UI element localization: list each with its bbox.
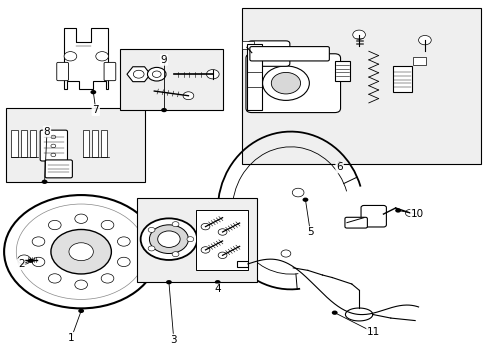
Circle shape	[48, 220, 61, 230]
Polygon shape	[64, 28, 108, 89]
Circle shape	[18, 255, 30, 264]
Circle shape	[148, 246, 155, 251]
FancyBboxPatch shape	[344, 217, 366, 228]
Circle shape	[201, 247, 209, 253]
Circle shape	[257, 47, 275, 60]
Circle shape	[262, 66, 309, 100]
Circle shape	[149, 225, 188, 253]
Circle shape	[101, 274, 114, 283]
FancyBboxPatch shape	[104, 62, 116, 81]
Circle shape	[281, 250, 290, 257]
FancyBboxPatch shape	[195, 210, 248, 270]
FancyBboxPatch shape	[11, 130, 18, 157]
Circle shape	[133, 70, 144, 78]
Text: 9: 9	[161, 55, 167, 65]
Circle shape	[352, 30, 365, 40]
Circle shape	[148, 228, 155, 233]
Text: 10: 10	[410, 209, 423, 219]
Text: 11: 11	[366, 327, 380, 337]
Circle shape	[41, 180, 47, 184]
Circle shape	[141, 219, 197, 260]
FancyBboxPatch shape	[30, 130, 36, 157]
Circle shape	[201, 224, 209, 230]
Polygon shape	[127, 67, 150, 82]
Circle shape	[405, 210, 414, 217]
FancyBboxPatch shape	[5, 108, 144, 182]
FancyBboxPatch shape	[242, 41, 254, 49]
FancyBboxPatch shape	[101, 130, 107, 157]
Circle shape	[64, 51, 77, 61]
Circle shape	[271, 72, 300, 94]
Circle shape	[51, 144, 56, 148]
Text: 3: 3	[170, 334, 177, 345]
FancyBboxPatch shape	[237, 261, 247, 267]
FancyBboxPatch shape	[45, 160, 72, 178]
FancyBboxPatch shape	[334, 60, 349, 81]
Text: 2: 2	[18, 259, 24, 269]
FancyBboxPatch shape	[392, 66, 411, 92]
Circle shape	[147, 67, 165, 81]
Circle shape	[51, 153, 56, 157]
Circle shape	[48, 274, 61, 283]
FancyBboxPatch shape	[412, 57, 426, 65]
FancyBboxPatch shape	[246, 44, 261, 110]
Circle shape	[152, 71, 161, 77]
Circle shape	[32, 237, 45, 246]
Circle shape	[158, 231, 180, 247]
Circle shape	[302, 198, 308, 202]
FancyBboxPatch shape	[249, 46, 329, 61]
Circle shape	[186, 237, 193, 242]
FancyBboxPatch shape	[242, 8, 480, 164]
Circle shape	[206, 69, 219, 79]
Circle shape	[51, 135, 56, 139]
Circle shape	[32, 257, 45, 266]
Circle shape	[16, 204, 146, 300]
Circle shape	[75, 280, 87, 289]
Text: 8: 8	[43, 127, 50, 136]
Circle shape	[69, 243, 93, 261]
Circle shape	[336, 162, 342, 166]
Circle shape	[172, 252, 179, 257]
Circle shape	[218, 229, 226, 235]
Circle shape	[218, 252, 226, 258]
Circle shape	[161, 108, 166, 112]
FancyBboxPatch shape	[247, 41, 289, 66]
FancyBboxPatch shape	[40, 130, 67, 161]
FancyBboxPatch shape	[92, 130, 98, 157]
FancyBboxPatch shape	[245, 54, 340, 113]
FancyBboxPatch shape	[57, 62, 68, 81]
Circle shape	[172, 222, 179, 227]
Circle shape	[183, 92, 193, 100]
Circle shape	[165, 280, 171, 284]
Circle shape	[75, 214, 87, 224]
Text: 1: 1	[68, 333, 75, 343]
FancyBboxPatch shape	[137, 198, 256, 282]
Circle shape	[214, 280, 220, 284]
FancyBboxPatch shape	[82, 130, 89, 157]
Circle shape	[292, 188, 304, 197]
Circle shape	[78, 309, 84, 313]
Circle shape	[28, 258, 34, 263]
Text: 5: 5	[306, 227, 313, 237]
Circle shape	[51, 229, 111, 274]
Circle shape	[331, 311, 337, 315]
FancyBboxPatch shape	[20, 130, 27, 157]
FancyBboxPatch shape	[360, 206, 386, 227]
Circle shape	[418, 36, 430, 45]
Text: 7: 7	[92, 105, 99, 115]
FancyBboxPatch shape	[120, 49, 222, 110]
Circle shape	[394, 208, 400, 213]
Circle shape	[90, 90, 96, 94]
Circle shape	[101, 220, 114, 230]
Circle shape	[96, 51, 108, 61]
Text: 6: 6	[336, 162, 342, 172]
Circle shape	[117, 257, 130, 266]
Circle shape	[117, 237, 130, 246]
Circle shape	[4, 195, 158, 309]
Text: 4: 4	[214, 284, 221, 294]
